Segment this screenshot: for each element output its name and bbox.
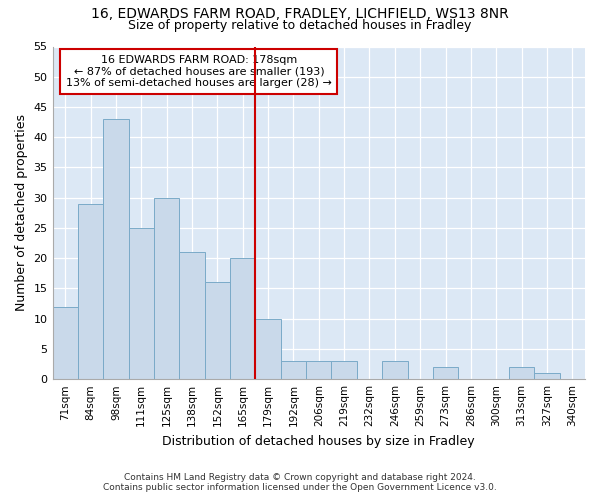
Bar: [433, 367, 458, 379]
Bar: [382, 361, 407, 379]
Bar: [128, 228, 154, 379]
Bar: [230, 258, 256, 379]
Bar: [534, 373, 560, 379]
Bar: [154, 198, 179, 379]
Bar: [53, 306, 78, 379]
X-axis label: Distribution of detached houses by size in Fradley: Distribution of detached houses by size …: [163, 434, 475, 448]
Bar: [78, 204, 103, 379]
Bar: [509, 367, 534, 379]
Bar: [281, 361, 306, 379]
Bar: [331, 361, 357, 379]
Y-axis label: Number of detached properties: Number of detached properties: [15, 114, 28, 312]
Bar: [306, 361, 331, 379]
Bar: [179, 252, 205, 379]
Text: 16, EDWARDS FARM ROAD, FRADLEY, LICHFIELD, WS13 8NR: 16, EDWARDS FARM ROAD, FRADLEY, LICHFIEL…: [91, 8, 509, 22]
Bar: [256, 318, 281, 379]
Bar: [205, 282, 230, 379]
Text: Contains HM Land Registry data © Crown copyright and database right 2024.
Contai: Contains HM Land Registry data © Crown c…: [103, 473, 497, 492]
Text: 16 EDWARDS FARM ROAD: 178sqm
← 87% of detached houses are smaller (193)
13% of s: 16 EDWARDS FARM ROAD: 178sqm ← 87% of de…: [66, 55, 332, 88]
Bar: [103, 119, 128, 379]
Text: Size of property relative to detached houses in Fradley: Size of property relative to detached ho…: [128, 18, 472, 32]
